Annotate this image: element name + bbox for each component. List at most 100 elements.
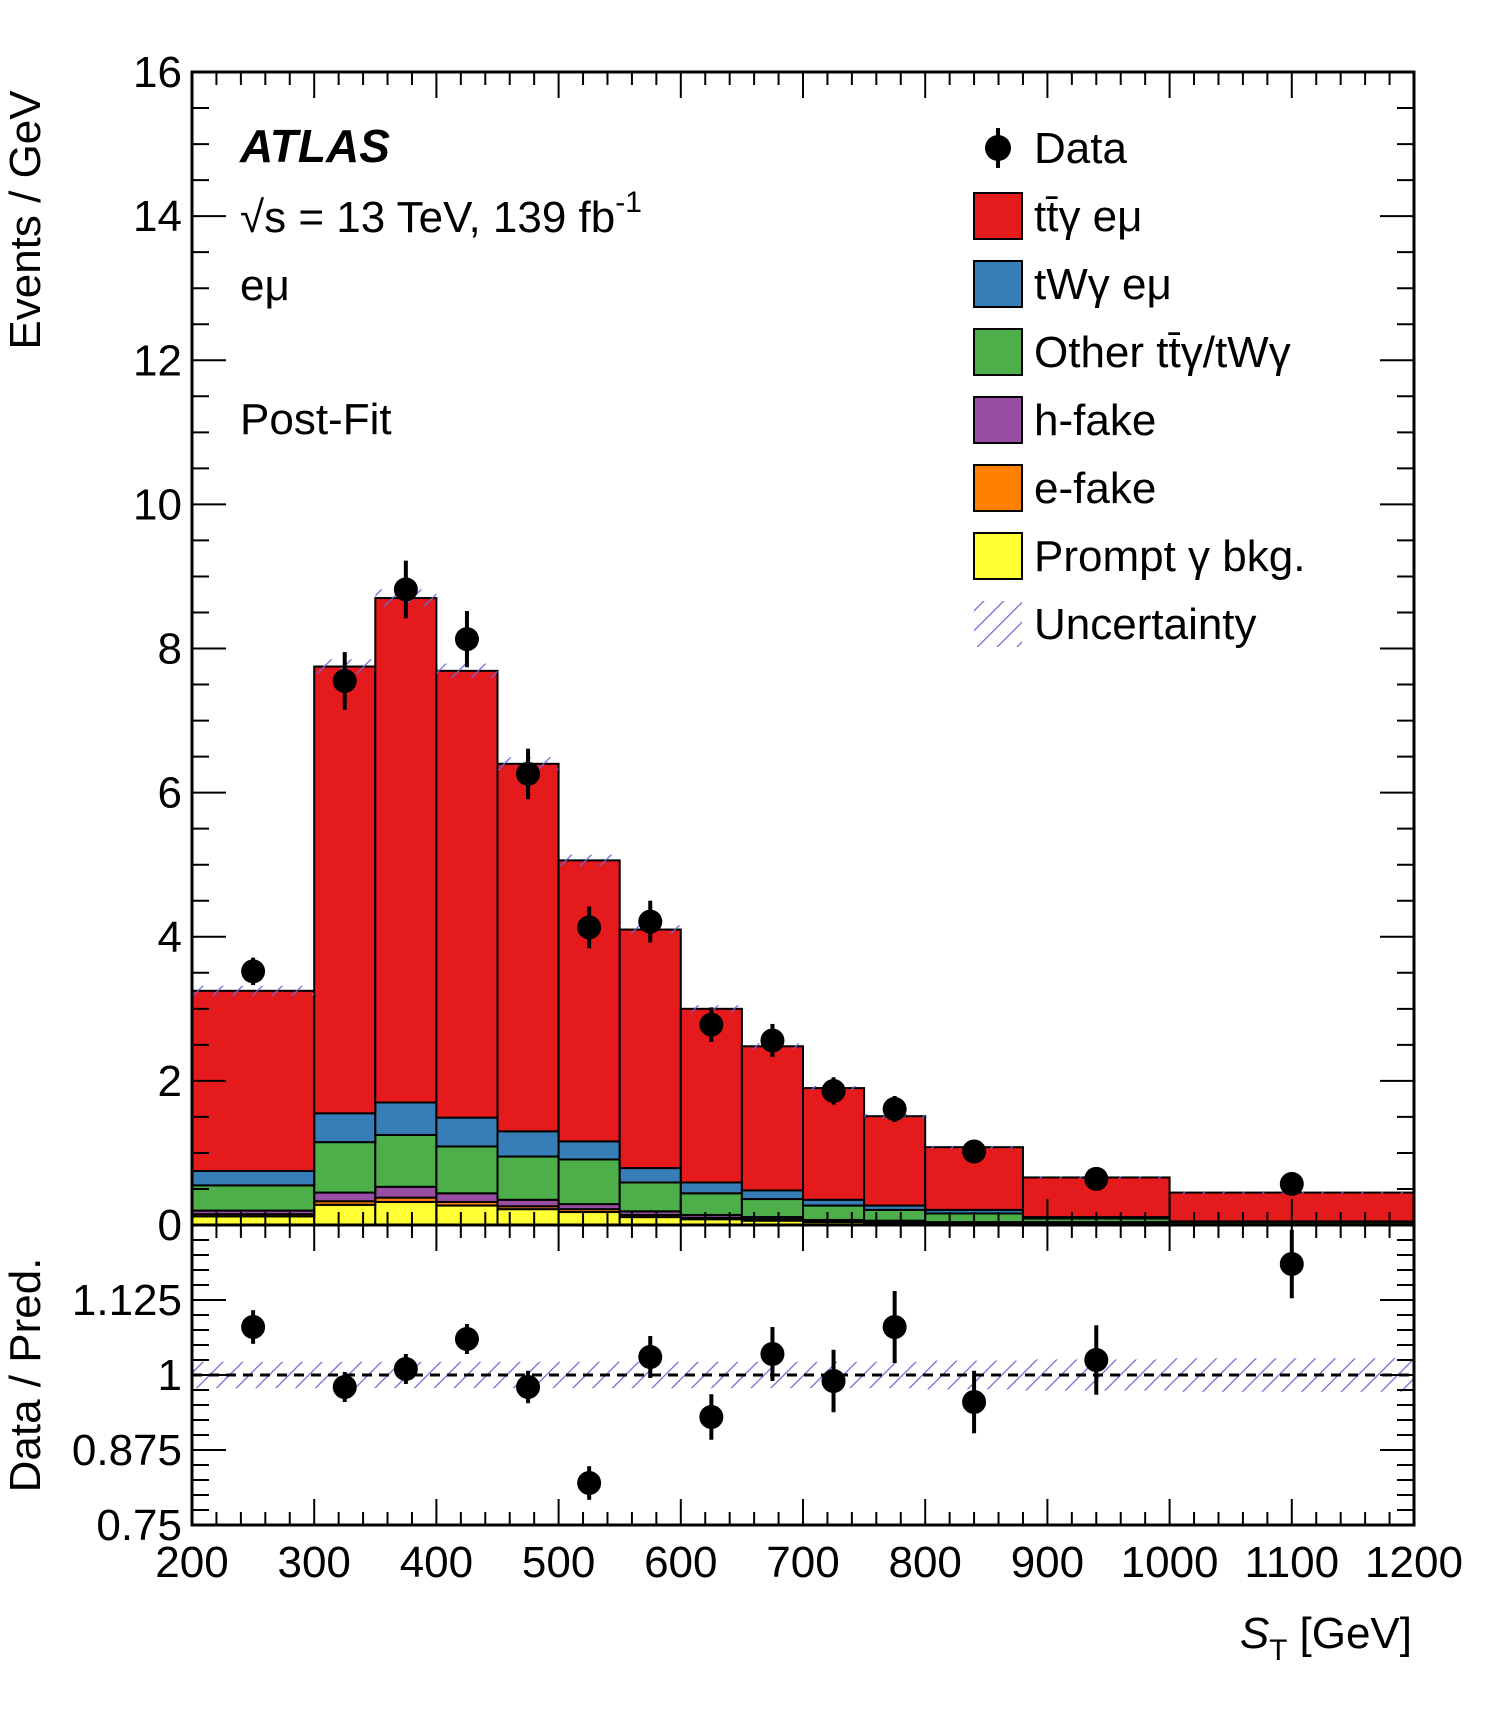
ratio-y-tick-label-1.125: 1.125: [72, 1276, 182, 1325]
channel-label: eμ: [240, 261, 290, 310]
bar-tt-e--bin-1: [313, 665, 377, 1115]
x-tick-label-1000: 1000: [1121, 1538, 1219, 1587]
bar-tw-e--bin-7: [679, 1181, 743, 1195]
y-tick-label-10: 10: [133, 480, 182, 529]
data-point-11: [962, 1139, 987, 1164]
ratio-point-4: [516, 1375, 541, 1399]
data-point-7: [699, 1012, 724, 1037]
x-tick-label-400: 400: [400, 1538, 473, 1587]
energy-lumi-text: √s = 13 TeV, 139 fb: [240, 193, 615, 242]
ratio-y-axis-title: Data / Pred.: [1, 1258, 50, 1493]
x-tick-label-900: 900: [1011, 1538, 1084, 1587]
bar-other-tt-tw--bin-9: [802, 1204, 866, 1221]
data-point-5: [577, 915, 602, 940]
bar-tw-e--bin-2: [374, 1101, 438, 1136]
x-tick-label-500: 500: [522, 1538, 595, 1587]
uncertainty-hatch-bin-5: [558, 854, 620, 867]
legend-swatch-2: [973, 260, 1023, 308]
ratio-point-12: [1084, 1348, 1109, 1372]
bar-other-tt-tw--bin-10: [863, 1208, 927, 1222]
ratio-y-tick-label-0.875: 0.875: [72, 1426, 182, 1475]
main-y-axis-title: Events / GeV: [1, 90, 50, 350]
bar-tt-e--bin-2: [374, 597, 438, 1104]
legend-label-1: tt̄γ eμ: [1034, 192, 1143, 241]
ratio-point-13: [1279, 1252, 1304, 1276]
y-tick-label-16: 16: [133, 48, 182, 97]
bar-tt-e--bin-9: [802, 1087, 866, 1201]
data-point-4: [516, 761, 541, 786]
ratio-uncertainty-bin-13: [1169, 1358, 1414, 1392]
bar-other-tt-tw--bin-6: [618, 1181, 682, 1213]
x-axis-title: ST [GeV]: [1240, 1609, 1412, 1667]
y-tick-label-2: 2: [158, 1057, 182, 1106]
ratio-axis-ticks: [191, 1224, 1415, 1526]
experiment-label: ATLAS: [239, 120, 390, 172]
data-point-1: [332, 668, 357, 693]
data-point-12: [1084, 1166, 1109, 1191]
ratio-point-8: [760, 1342, 785, 1366]
main-axis-ticks: [191, 71, 1415, 1226]
data-point-6: [638, 909, 663, 934]
y-tick-label-8: 8: [158, 625, 182, 674]
data-point-10: [882, 1096, 907, 1121]
x-tick-label-600: 600: [644, 1538, 717, 1587]
x-tick-label-1200: 1200: [1365, 1538, 1463, 1587]
ratio-y-tick-label-1: 1: [158, 1351, 182, 1400]
bar-tw-e--bin-8: [740, 1189, 805, 1201]
x-axis-title-sub: T: [1269, 1634, 1287, 1667]
x-tick-label-1100: 1100: [1244, 1538, 1339, 1587]
data-points-ratio: [241, 1229, 1304, 1500]
bar-other-tt-tw--bin-4: [496, 1155, 560, 1201]
ratio-point-9: [821, 1369, 846, 1393]
ratio-point-0: [241, 1315, 266, 1339]
legend-label-3: Other tt̄γ/tWγ: [1034, 328, 1291, 377]
bar-other-tt-tw--bin-3: [435, 1145, 499, 1195]
bar-other-tt-tw--bin-1: [313, 1141, 377, 1194]
x-axis-title-unit: [GeV]: [1300, 1609, 1413, 1658]
x-tick-labels: 200 300 400 500 600 700 800 900 1000 1100 1200: [155, 1538, 1463, 1587]
data-point-0: [241, 959, 266, 984]
bar-h-fake-bin-1: [313, 1191, 377, 1203]
ratio-point-7: [699, 1405, 724, 1429]
lumi-exponent: -1: [615, 186, 642, 219]
bar-other-tt-tw--bin-8: [740, 1198, 805, 1219]
data-point-2: [393, 577, 418, 602]
bar-prompt-bkg--bin-5: [557, 1211, 621, 1227]
ratio-y-tick-labels: 0.75 0.875 1 1.125: [72, 1276, 182, 1550]
bar-tw-e--bin-3: [435, 1116, 499, 1148]
main-panel: 0 2 4 6 8 10 12 14 16 ATLAS √s = 13 TeV, 139 fb-…: [1, 48, 1416, 1250]
x-tick-label-700: 700: [766, 1538, 839, 1587]
ratio-y-tick-label-0.75: 0.75: [96, 1501, 182, 1550]
data-point-9: [821, 1078, 846, 1103]
data-point-8: [760, 1028, 785, 1053]
uncertainty-hatch-bin-0: [192, 985, 315, 996]
uncertainty-hatch-bin-3: [436, 663, 498, 679]
bar-other-tt-tw--bin-2: [374, 1133, 438, 1188]
bar-tt-e--bin-6: [618, 928, 682, 1170]
bar-tw-e--bin-6: [618, 1167, 682, 1184]
legend-label-5: e-fake: [1034, 464, 1156, 513]
bar-tw-e--bin-4: [496, 1130, 560, 1158]
legend-swatch-uncertainty: [974, 601, 1022, 647]
x-axis-title-main: S: [1240, 1609, 1269, 1658]
ratio-point-10: [882, 1315, 907, 1339]
legend-swatch-4: [973, 396, 1023, 444]
stacked-histogram: [191, 597, 1415, 1227]
bar-tt-e--bin-3: [435, 669, 499, 1119]
bar-tw-e--bin-1: [313, 1112, 377, 1144]
y-tick-label-6: 6: [158, 769, 182, 818]
bar-tt-e--bin-10: [863, 1115, 927, 1207]
legend-label-6: Prompt γ bkg.: [1034, 532, 1305, 581]
y-tick-label-14: 14: [133, 192, 182, 241]
bar-tt-e--bin-8: [740, 1045, 805, 1192]
ratio-point-6: [638, 1345, 663, 1369]
legend-label-7: Uncertainty: [1034, 600, 1257, 649]
data-point-13: [1279, 1171, 1304, 1196]
legend-swatch-6: [973, 532, 1023, 580]
x-tick-label-800: 800: [888, 1538, 961, 1587]
fit-label: Post-Fit: [240, 395, 392, 444]
y-tick-label-0: 0: [158, 1201, 182, 1250]
legend-data-marker: [985, 135, 1011, 161]
legend: Data tt̄γ eμ tWγ eμ Other tt̄γ/tWγ h-fake e-f…: [973, 124, 1305, 649]
